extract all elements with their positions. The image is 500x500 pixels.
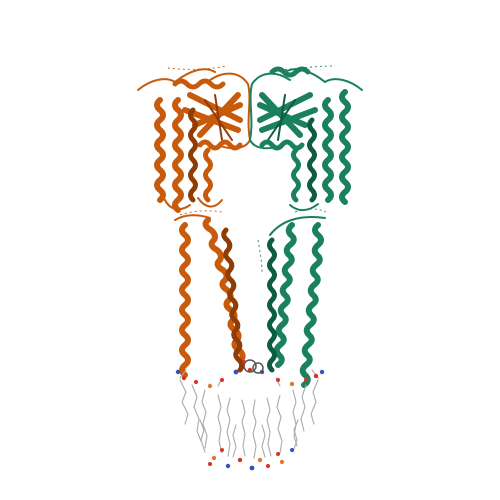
- disordered-loop-dashes: [167, 65, 336, 273]
- chain-b-head-domain: [248, 66, 363, 151]
- lipid-tails: [179, 369, 319, 459]
- lipid-headgroups-top: [175, 367, 325, 389]
- lipid-headgroups-bottom: [208, 448, 294, 471]
- chain-a-head-domain: [137, 68, 252, 151]
- chain-a-lower-helices: [174, 214, 246, 378]
- chain-a-orange: [137, 68, 252, 378]
- chain-b-upper-helices: [289, 89, 351, 212]
- lipid-molecules: [175, 359, 325, 471]
- chain-b-green: [248, 66, 363, 388]
- central-ligand: [242, 359, 264, 374]
- chain-b-lower-helices: [267, 216, 326, 388]
- chain-a-upper-helices: [154, 97, 223, 213]
